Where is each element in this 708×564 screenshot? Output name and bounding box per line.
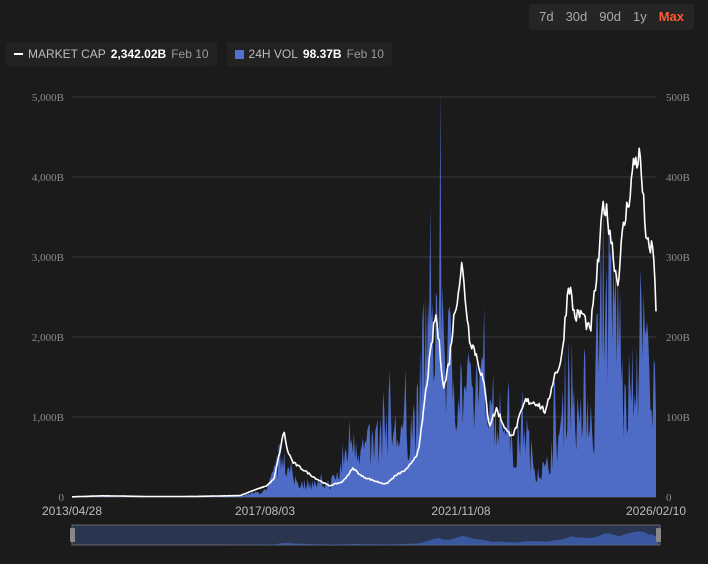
y-axis-right: 0 100B 200B 300B 400B 500B: [666, 92, 690, 504]
y-right-tick-label: 100B: [666, 412, 690, 424]
range-navigator[interactable]: [70, 524, 661, 546]
legend-market-cap-value: 2,342.02B: [110, 47, 167, 61]
range-button-90d[interactable]: 90d: [599, 9, 621, 24]
legend-market-cap[interactable]: MARKET CAP 2,342.02B Feb 10: [6, 42, 217, 66]
range-button-max[interactable]: Max: [658, 9, 684, 24]
y-left-tick-label: 1,000B: [32, 412, 64, 424]
y-left-tick-label: 4,000B: [32, 172, 64, 184]
volume-series: [72, 89, 656, 497]
chart-legend: MARKET CAP 2,342.02B Feb 10 24H VOL 98.3…: [6, 42, 392, 66]
legend-volume-date: Feb 10: [346, 47, 384, 61]
y-left-tick-label: 3,000B: [32, 252, 64, 264]
navigator-window: [71, 524, 661, 546]
range-button-30d[interactable]: 30d: [565, 9, 588, 24]
time-range-selector: 7d 30d 90d 1y Max: [529, 4, 694, 30]
y-right-tick-label: 300B: [666, 252, 690, 264]
range-button-7d[interactable]: 7d: [539, 9, 554, 24]
legend-volume[interactable]: 24H VOL 98.37B Feb 10: [226, 42, 392, 66]
market-cap-series: [72, 147, 657, 498]
y-axis-left: 0 1,000B 2,000B 3,000B 4,000B 5,000B: [32, 92, 65, 504]
x-tick-label: 2013/04/28: [42, 504, 102, 518]
y-right-tick-label: 0: [666, 492, 672, 504]
y-right-tick-label: 500B: [666, 92, 690, 104]
y-right-tick-label: 200B: [666, 332, 690, 344]
navigator-left-handle: [70, 528, 75, 542]
volume-swatch: [234, 49, 244, 59]
y-left-tick-label: 5,000B: [32, 92, 64, 104]
y-left-tick-label: 0: [59, 492, 65, 504]
x-tick-label: 2021/11/08: [431, 504, 490, 518]
y-right-tick-label: 400B: [666, 172, 690, 184]
legend-market-cap-date: Feb 10: [171, 47, 209, 61]
x-axis: 2013/04/28 2017/08/03 2021/11/08 2026/02/10: [42, 504, 686, 518]
market-cap-swatch: [14, 53, 23, 55]
y-left-tick-label: 2,000B: [32, 332, 64, 344]
market-cap-line: [72, 147, 657, 498]
navigator-series: [74, 531, 658, 545]
legend-volume-label: 24H VOL: [248, 47, 298, 61]
x-tick-label: 2026/02/10: [626, 504, 686, 518]
x-tick-label: 2017/08/03: [235, 504, 295, 518]
legend-volume-value: 98.37B: [302, 47, 342, 61]
navigator-right-handle: [656, 528, 661, 542]
range-button-1y[interactable]: 1y: [632, 9, 647, 24]
grid-lines: [72, 96, 656, 498]
volume-area: [72, 89, 656, 497]
legend-market-cap-label: MARKET CAP: [28, 47, 106, 61]
